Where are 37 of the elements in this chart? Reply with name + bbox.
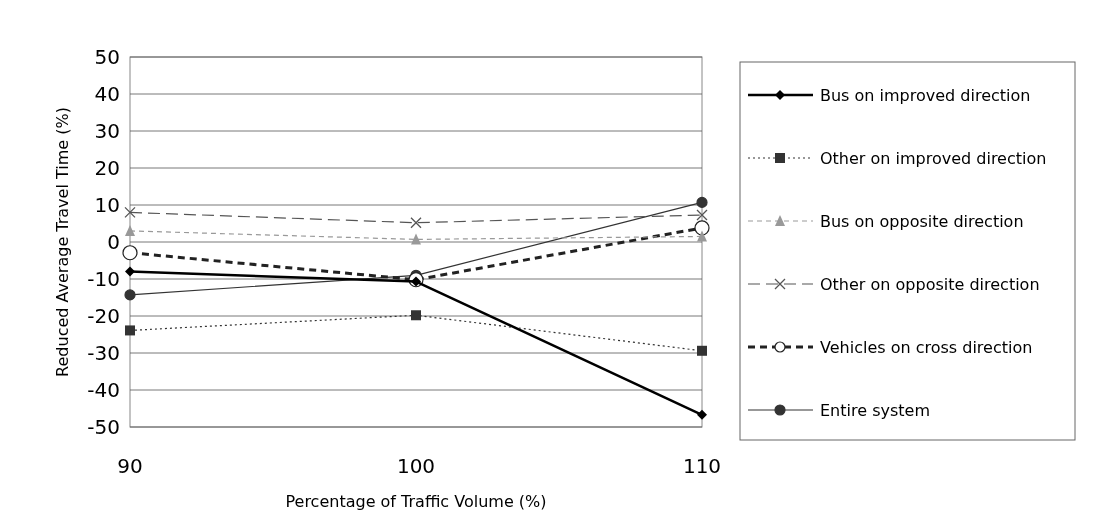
point bbox=[696, 209, 708, 221]
legend-label: Bus on improved direction bbox=[820, 85, 1031, 105]
x-axis-title: Percentage of Traffic Volume (%) bbox=[285, 492, 547, 511]
y-tick-label: 20 bbox=[94, 156, 120, 180]
x-tick-label: 110 bbox=[682, 454, 722, 478]
y-tick-label: -30 bbox=[87, 341, 120, 365]
y-tick-label: 50 bbox=[94, 45, 120, 69]
point bbox=[697, 345, 707, 356]
x-tick-label: 100 bbox=[396, 454, 436, 478]
point bbox=[122, 245, 138, 261]
y-tick-label: 30 bbox=[94, 119, 120, 143]
legend-label: Other on opposite direction bbox=[820, 274, 1040, 294]
point bbox=[124, 289, 136, 301]
legend-label: Vehicles on cross direction bbox=[820, 337, 1033, 357]
point bbox=[124, 206, 136, 219]
legend-label: Other on improved direction bbox=[820, 148, 1047, 168]
y-tick-label: 40 bbox=[94, 82, 120, 106]
legend-label: Entire system bbox=[820, 400, 930, 420]
y-axis-title: Reduced Average Travel Time (%) bbox=[53, 107, 72, 377]
legend-label: Bus on opposite direction bbox=[820, 211, 1024, 231]
point bbox=[411, 233, 421, 245]
point bbox=[696, 196, 708, 209]
point bbox=[125, 224, 135, 236]
y-tick-label: 10 bbox=[94, 193, 120, 217]
point bbox=[410, 217, 422, 229]
y-tick-label: 0 bbox=[107, 230, 120, 254]
point bbox=[411, 310, 421, 321]
point bbox=[694, 220, 710, 236]
point bbox=[125, 266, 135, 277]
y-tick-label: -40 bbox=[87, 378, 120, 402]
point bbox=[697, 230, 707, 242]
y-tick-label: -20 bbox=[87, 304, 120, 328]
point bbox=[125, 325, 135, 336]
y-tick-label: -10 bbox=[87, 267, 120, 291]
point bbox=[697, 409, 707, 420]
y-tick-label: -50 bbox=[87, 415, 120, 439]
x-tick-label: 90 bbox=[117, 454, 143, 478]
